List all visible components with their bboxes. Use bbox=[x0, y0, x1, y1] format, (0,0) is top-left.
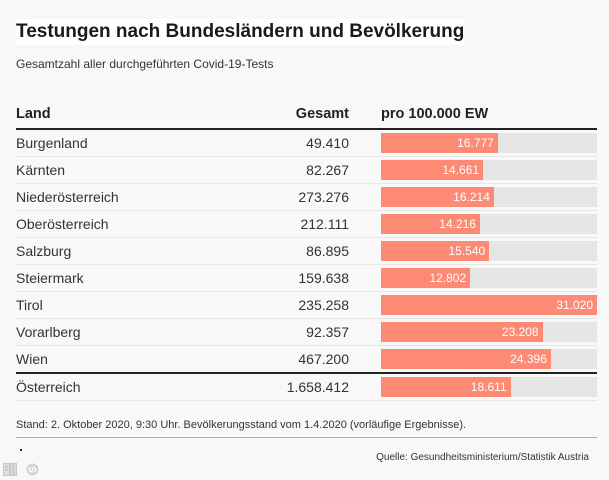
cell-gesamt: 235.258 bbox=[298, 297, 349, 313]
code-embed-icon[interactable] bbox=[26, 463, 39, 476]
table-row: Vorarlberg 92.357 23.208 bbox=[16, 319, 597, 346]
cell-land: Burgenland bbox=[16, 135, 88, 151]
bar-value-label: 15.540 bbox=[448, 244, 486, 258]
bar-track: 24.396 bbox=[381, 349, 597, 369]
bar-track: 16.214 bbox=[381, 187, 597, 207]
cell-gesamt: 1.658.412 bbox=[286, 379, 349, 395]
chart-subtitle: Gesamtzahl aller durchgeführten Covid-19… bbox=[16, 57, 274, 71]
cell-land: Steiermark bbox=[16, 270, 84, 286]
table-row: Steiermark 159.638 12.802 bbox=[16, 265, 597, 292]
cell-land: Kärnten bbox=[16, 162, 66, 178]
cell-gesamt: 82.267 bbox=[306, 162, 349, 178]
source-credit: Quelle: Gesundheitsministerium/Statistik… bbox=[376, 452, 589, 463]
bar-track: 31.020 bbox=[381, 295, 597, 315]
column-header-pro-100000: pro 100.000 EW bbox=[381, 106, 489, 122]
table-row: Tirol 235.258 31.020 bbox=[16, 292, 597, 319]
bar-fill: 31.020 bbox=[381, 295, 597, 315]
bar-value-label: 18.611 bbox=[470, 380, 507, 394]
bar-track: 14.661 bbox=[381, 160, 597, 180]
footer-divider bbox=[16, 437, 597, 438]
cell-gesamt: 49.410 bbox=[306, 135, 349, 151]
cell-land: Salzburg bbox=[16, 243, 72, 259]
table-row: Burgenland 49.410 16.777 bbox=[16, 130, 597, 157]
table-row: Niederösterreich 273.276 16.214 bbox=[16, 184, 597, 211]
bar-value-label: 24.396 bbox=[510, 352, 547, 366]
table-row: Wien 467.200 24.396 bbox=[16, 346, 597, 372]
bullet-dot bbox=[20, 449, 22, 451]
bar-fill: 16.777 bbox=[381, 133, 498, 153]
column-header-gesamt: Gesamt bbox=[295, 106, 349, 122]
cell-land: Österreich bbox=[16, 379, 81, 395]
bar-fill: 12.802 bbox=[381, 268, 471, 288]
cell-land: Wien bbox=[16, 351, 48, 367]
table-body: Burgenland 49.410 16.777 Kärnten 82.267 14.66… bbox=[16, 130, 597, 401]
cell-gesamt: 159.638 bbox=[298, 270, 349, 286]
bar-fill: 16.214 bbox=[381, 187, 494, 207]
bar-fill: 23.208 bbox=[381, 322, 543, 342]
document-icon[interactable] bbox=[3, 463, 17, 476]
cell-gesamt: 92.357 bbox=[306, 324, 349, 340]
table-header: Land Gesamt pro 100.000 EW bbox=[16, 100, 597, 130]
bar-value-label: 16.214 bbox=[453, 190, 490, 204]
column-header-land: Land bbox=[16, 106, 51, 122]
bar-value-label: 31.020 bbox=[556, 298, 593, 312]
cell-gesamt: 467.200 bbox=[298, 351, 349, 367]
chart-title: Testungen nach Bundesländern und Bevölke… bbox=[16, 19, 465, 45]
cell-land: Vorarlberg bbox=[16, 324, 81, 340]
bar-track: 18.611 bbox=[381, 377, 597, 397]
cell-land: Niederösterreich bbox=[16, 189, 119, 205]
bar-fill: 15.540 bbox=[381, 241, 490, 261]
cell-gesamt: 86.895 bbox=[306, 243, 349, 259]
cell-gesamt: 212.111 bbox=[300, 216, 349, 232]
bar-fill: 14.661 bbox=[381, 160, 484, 180]
bar-value-label: 16.777 bbox=[457, 136, 494, 150]
table-row-total: Österreich 1.658.412 18.611 bbox=[16, 372, 597, 401]
bar-track: 23.208 bbox=[381, 322, 597, 342]
bar-track: 15.540 bbox=[381, 241, 597, 261]
bar-fill: 24.396 bbox=[381, 349, 551, 369]
table-row: Kärnten 82.267 14.661 bbox=[16, 157, 597, 184]
bar-fill: 18.611 bbox=[381, 377, 511, 397]
data-table: Land Gesamt pro 100.000 EW Burgenland 49.… bbox=[16, 100, 597, 401]
table-row: Oberösterreich 212.111 14.216 bbox=[16, 211, 597, 238]
cell-land: Tirol bbox=[16, 297, 43, 313]
footnote: Stand: 2. Oktober 2020, 9:30 Uhr. Bevölk… bbox=[16, 419, 467, 431]
cell-gesamt: 273.276 bbox=[298, 189, 349, 205]
bar-value-label: 12.802 bbox=[429, 271, 467, 285]
cell-land: Oberösterreich bbox=[16, 216, 109, 232]
bar-track: 12.802 bbox=[381, 268, 597, 288]
bar-fill: 14.216 bbox=[381, 214, 480, 234]
table-row: Salzburg 86.895 15.540 bbox=[16, 238, 597, 265]
bar-track: 14.216 bbox=[381, 214, 597, 234]
bar-track: 16.777 bbox=[381, 133, 597, 153]
bar-value-label: 14.661 bbox=[442, 163, 480, 177]
bar-value-label: 14.216 bbox=[439, 217, 476, 231]
bar-value-label: 23.208 bbox=[501, 325, 539, 339]
